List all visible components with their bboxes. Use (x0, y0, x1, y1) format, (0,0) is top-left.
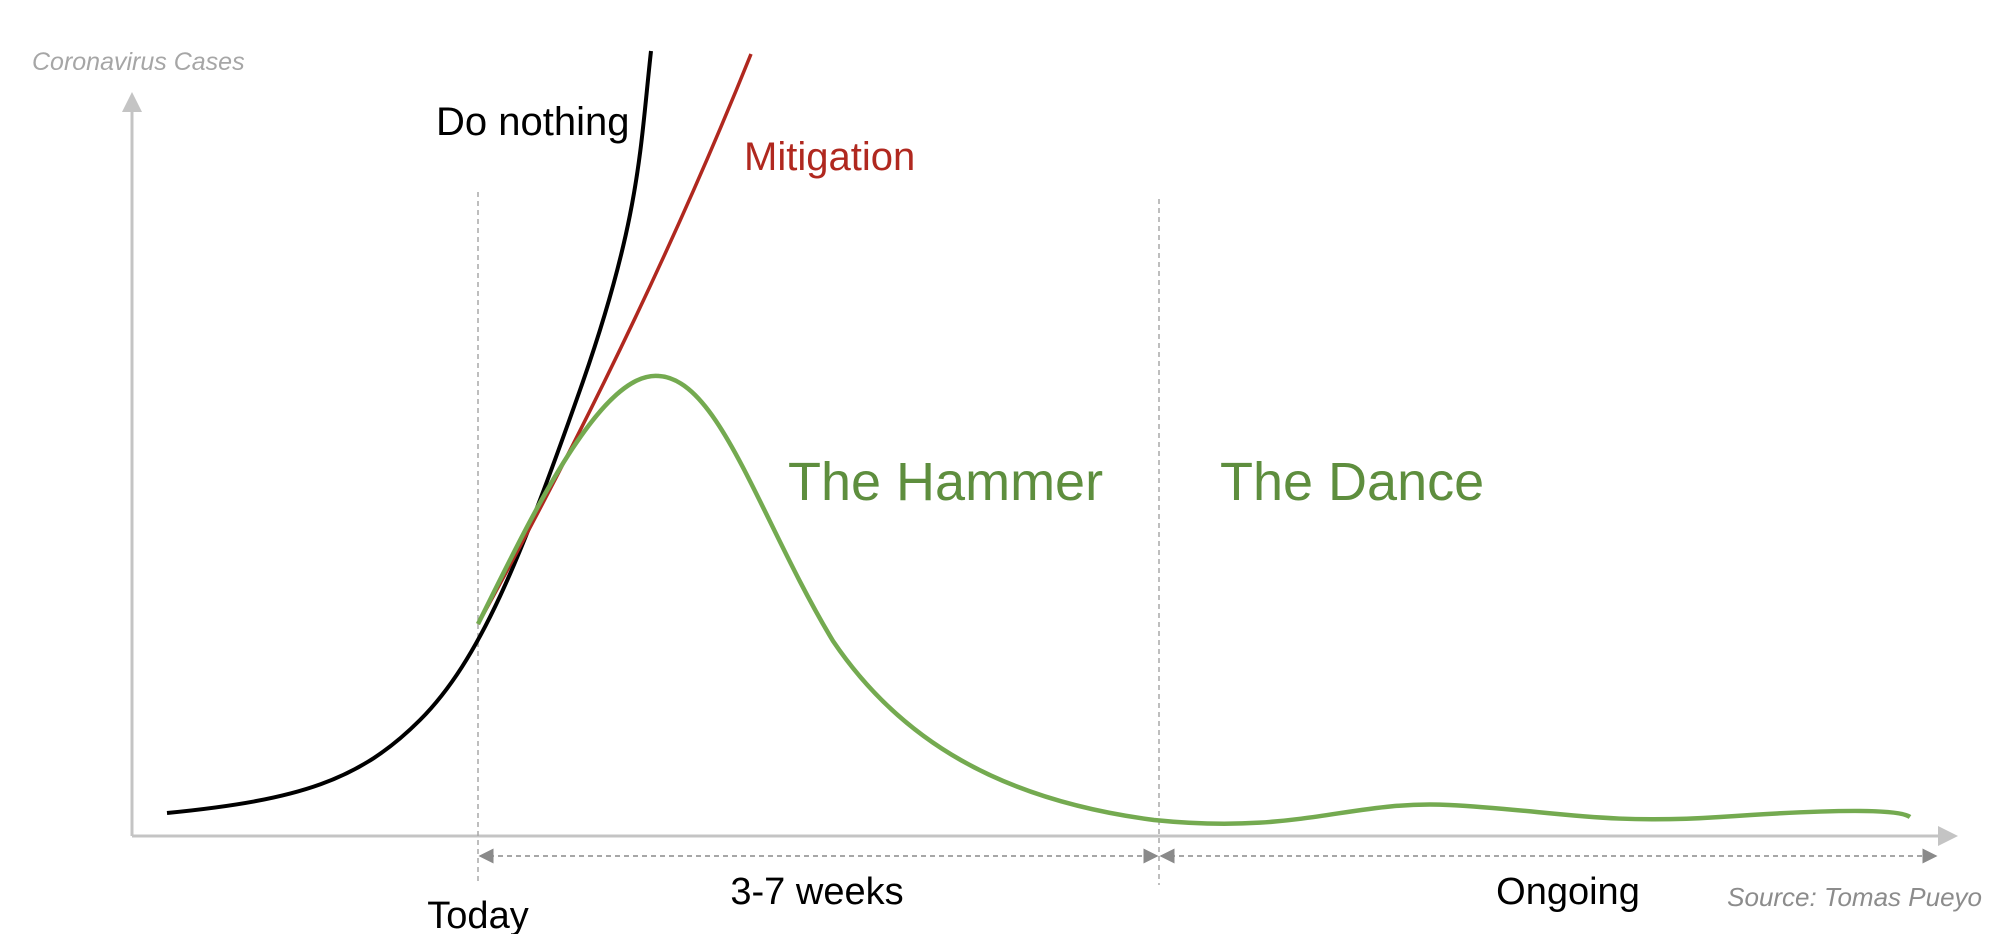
hammer-dance-curve (475, 373, 1912, 826)
mitigation-curve (476, 53, 753, 625)
dance-label: The Dance (1220, 452, 1484, 512)
hammer-duration: 3-7 weeks (730, 871, 903, 913)
dance-duration: Ongoing (1496, 871, 1640, 913)
source: Source: Tomas Pueyo (1727, 882, 1982, 912)
do-nothing-label: Do nothing (436, 100, 629, 144)
hammer-label: The Hammer (788, 452, 1103, 512)
today-label: Today (427, 895, 528, 934)
do-nothing-curve (166, 50, 653, 815)
mitigation-label: Mitigation (744, 135, 915, 179)
y-axis-arrow (122, 92, 142, 112)
x-axis-arrow (1938, 826, 1958, 846)
y-axis-label: Coronavirus Cases (32, 48, 245, 76)
